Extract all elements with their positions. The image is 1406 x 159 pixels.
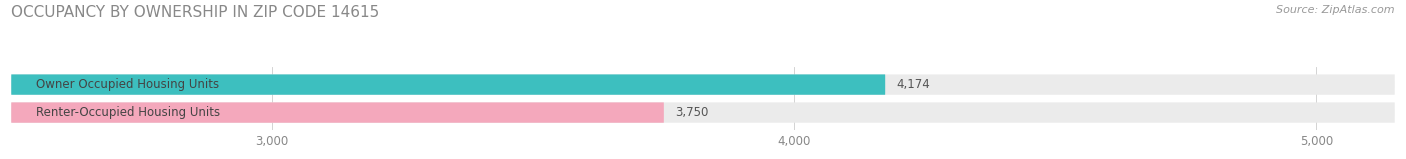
FancyBboxPatch shape: [11, 102, 664, 123]
Text: 3,750: 3,750: [675, 106, 709, 119]
Text: Renter-Occupied Housing Units: Renter-Occupied Housing Units: [37, 106, 221, 119]
FancyBboxPatch shape: [11, 74, 886, 95]
Text: 4,174: 4,174: [896, 78, 929, 91]
FancyBboxPatch shape: [11, 102, 1395, 123]
Text: Source: ZipAtlas.com: Source: ZipAtlas.com: [1277, 5, 1395, 15]
FancyBboxPatch shape: [11, 74, 1395, 95]
Text: Owner Occupied Housing Units: Owner Occupied Housing Units: [37, 78, 219, 91]
Text: OCCUPANCY BY OWNERSHIP IN ZIP CODE 14615: OCCUPANCY BY OWNERSHIP IN ZIP CODE 14615: [11, 5, 380, 20]
